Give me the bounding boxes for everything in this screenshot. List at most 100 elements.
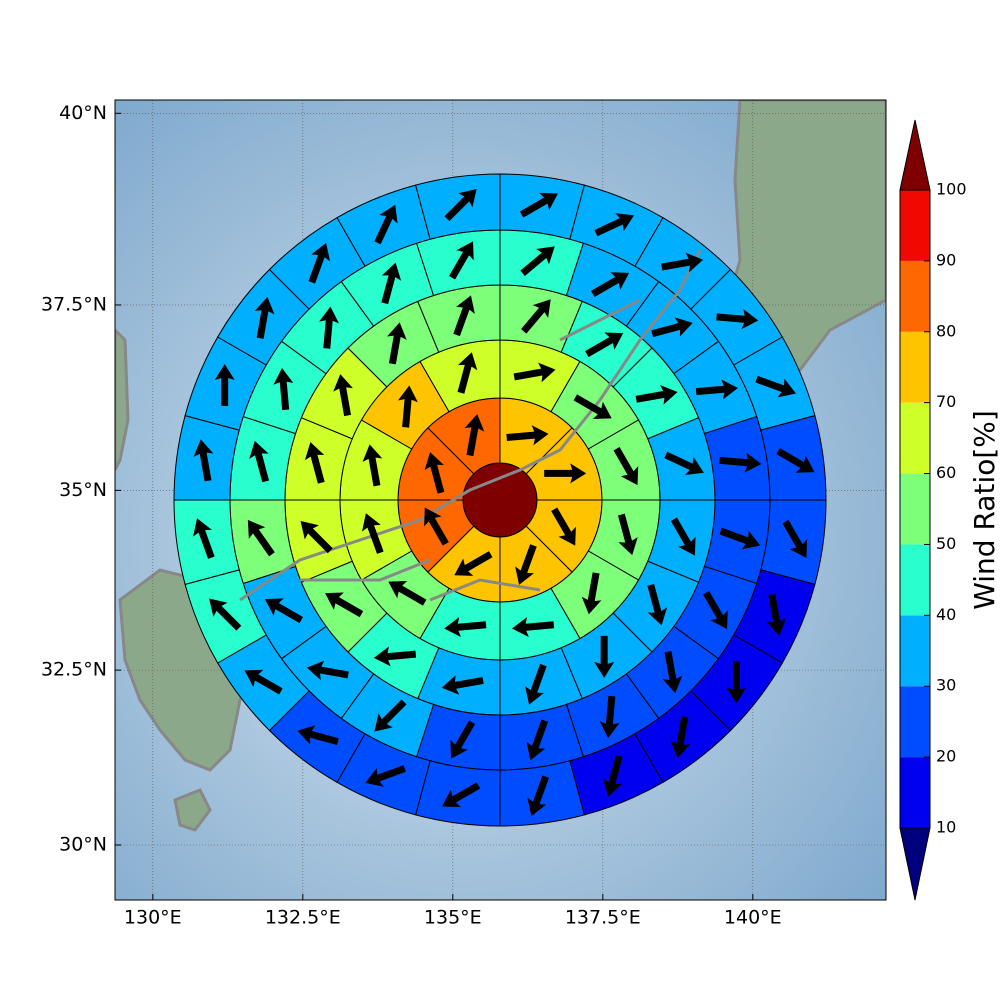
- wind-arrow: [214, 363, 235, 406]
- wind-arrow: [362, 444, 383, 487]
- wind-arrow: [319, 306, 340, 349]
- colorbar-frame: [899, 189, 931, 829]
- wind-arrow: [594, 213, 634, 237]
- wind-arrow: [457, 352, 478, 394]
- map-frame: [114, 99, 887, 901]
- wind-arrow: [585, 332, 624, 358]
- colorbar-tick-label: 30: [936, 676, 956, 695]
- colorbar-tick-label: 10: [936, 818, 956, 837]
- wind-arrow: [716, 309, 759, 330]
- wind-arrow: [591, 272, 630, 297]
- colorbar-tick-label: 70: [936, 392, 956, 411]
- wind-arrow: [464, 414, 485, 457]
- wind-arrow: [520, 246, 555, 277]
- colorbar-tick-label: 40: [936, 605, 956, 624]
- wind-arrow: [193, 518, 215, 559]
- wind-arrow: [381, 262, 402, 305]
- wind-arrow: [602, 755, 623, 797]
- wind-arrow: [521, 299, 551, 334]
- x-tick-label: 132.5°E: [265, 907, 341, 929]
- colorbar-tick-label: 20: [936, 747, 956, 766]
- wind-arrow: [254, 296, 275, 339]
- land: [173, 788, 212, 832]
- y-tick-label: 37.5°N: [41, 293, 107, 315]
- wind-arrow: [544, 463, 587, 484]
- wind-arrow: [308, 242, 331, 284]
- y-tick-label: 30°N: [59, 833, 107, 855]
- colorbar-extension: [899, 119, 931, 191]
- wind-arrow: [515, 544, 537, 585]
- colorbar-segment: [900, 544, 930, 616]
- wind-arrow: [662, 651, 683, 694]
- wind-arrow: [594, 635, 615, 678]
- wind-arrow: [300, 521, 333, 554]
- wind-arrow: [776, 448, 815, 473]
- wind-arrow: [247, 519, 275, 557]
- wind-arrow: [661, 252, 704, 273]
- colorbar-segment: [900, 615, 930, 687]
- y-tick-label: 32.5°N: [41, 659, 107, 681]
- wind-arrow: [264, 598, 304, 624]
- wind-arrow: [365, 765, 406, 787]
- wind-arrow: [454, 551, 493, 576]
- wind-arrows: [193, 188, 815, 817]
- wind-arrow: [766, 593, 787, 636]
- wind-arrow: [726, 661, 747, 704]
- wind-arrow: [651, 317, 693, 338]
- wind-arrow: [374, 699, 407, 732]
- wind-arrow: [755, 375, 796, 398]
- x-tick-label: 135°E: [424, 907, 482, 929]
- wind-arrow: [613, 447, 639, 486]
- x-tick-label: 137.5°E: [565, 907, 641, 929]
- wind-arrow: [304, 442, 325, 484]
- wind-arrow: [450, 720, 476, 759]
- wind-arrow: [525, 663, 547, 705]
- wind-arrow: [249, 440, 270, 483]
- y-tick-label: 35°N: [59, 479, 107, 501]
- wind-arrow: [306, 660, 349, 681]
- wind-arrow: [424, 507, 449, 546]
- wind-arrow: [442, 782, 481, 808]
- wind-arrow: [670, 716, 691, 759]
- wind-arrow: [444, 188, 477, 222]
- wind-arrow: [519, 192, 558, 218]
- wind-arrow: [387, 322, 407, 365]
- wind-arrow: [670, 517, 696, 556]
- colorbar-segment: [900, 190, 930, 261]
- wind-arrow: [373, 646, 417, 667]
- wind-arrow: [209, 598, 242, 631]
- colorbar-tick-label: 50: [936, 534, 956, 553]
- wind-arrow: [511, 617, 555, 638]
- wind-arrow: [526, 719, 549, 761]
- y-tick-label: 40°N: [59, 102, 107, 124]
- wind-arrow: [599, 695, 620, 738]
- wind-arrow: [506, 425, 549, 446]
- x-tick-label: 140°E: [724, 907, 782, 929]
- colorbar-segment: [900, 402, 930, 474]
- colorbar-extension: [899, 827, 931, 901]
- wind-arrow: [244, 669, 283, 695]
- wind-arrow: [617, 513, 638, 556]
- wind-arrow: [193, 439, 214, 482]
- wind-arrow: [581, 572, 602, 615]
- wind-arrow: [695, 379, 738, 400]
- wind-arrow: [444, 617, 487, 638]
- wind-arrow: [297, 725, 339, 745]
- colorbar-label: Wind Ratio[%]: [968, 410, 1000, 610]
- wind-arrow: [449, 241, 474, 280]
- wind-arrow: [647, 583, 668, 626]
- wind-arrow: [374, 204, 398, 245]
- colorbar-segment: [900, 473, 930, 545]
- colorbar-segment: [900, 686, 930, 758]
- colorbar-tick-label: 100: [936, 180, 967, 199]
- wind-arrow: [441, 675, 484, 695]
- colorbar-segment: [900, 757, 930, 828]
- colorbar-tick-label: 60: [936, 463, 956, 482]
- grid-cells: [173, 173, 827, 827]
- x-tick-label: 130°E: [124, 907, 182, 929]
- wind-arrow: [453, 295, 475, 337]
- wind-arrow: [719, 527, 761, 550]
- wind-arrow: [325, 592, 364, 618]
- wind-arrow: [719, 452, 762, 473]
